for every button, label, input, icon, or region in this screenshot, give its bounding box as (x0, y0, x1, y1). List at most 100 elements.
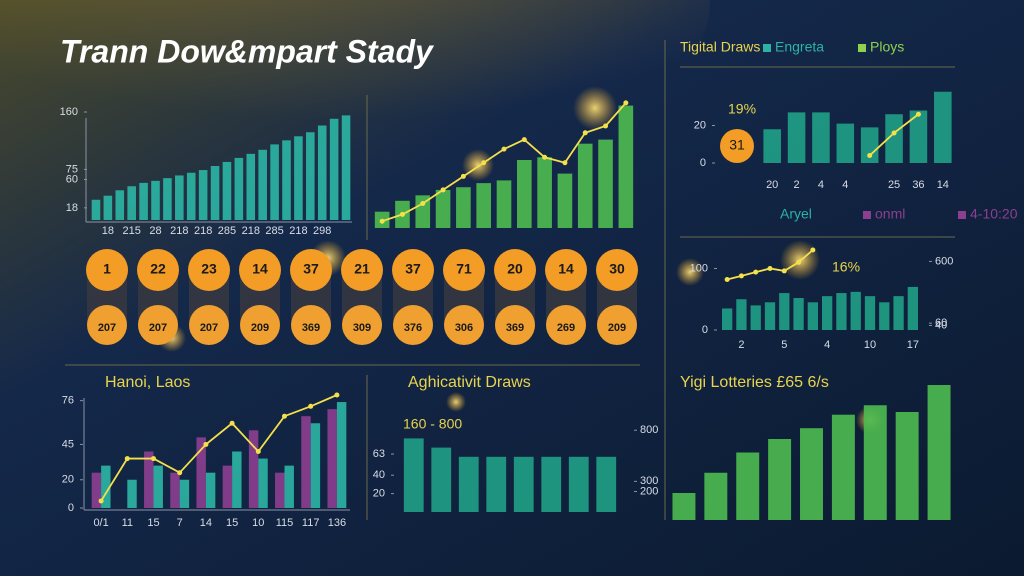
legend-swatch (858, 44, 866, 52)
bar (893, 296, 904, 330)
bar (779, 293, 790, 330)
bar (537, 157, 552, 228)
x-tick-label: 15 (147, 517, 159, 529)
bar (103, 195, 113, 220)
x-tick-label: 18 (102, 225, 114, 237)
bar (329, 118, 339, 220)
bar (800, 428, 823, 520)
bar (294, 136, 303, 220)
ball-code: 209 (251, 322, 269, 334)
bar (275, 472, 285, 508)
bar (618, 105, 634, 228)
y2-tick-label: 600 (935, 255, 953, 267)
bar (198, 170, 208, 220)
annotation: 160 - 800 (403, 416, 462, 432)
glow (573, 86, 617, 130)
bar (907, 286, 918, 330)
bar (836, 293, 847, 330)
bar (836, 123, 855, 163)
annotation: 19% (728, 101, 756, 117)
bar (101, 465, 111, 508)
bar (596, 456, 617, 512)
bar (222, 161, 232, 220)
chart-title: Aghicativit Draws (408, 374, 531, 391)
bar (568, 456, 589, 512)
glow (676, 258, 704, 286)
bar (282, 140, 291, 220)
x-tick-label: 2 (738, 339, 744, 351)
ball (443, 249, 485, 291)
legend-label: Engreta (775, 39, 824, 55)
legend-label: 4-10:20 (970, 206, 1018, 222)
ball-number: 30 (609, 261, 625, 277)
x-tick-label: 0/1 (93, 517, 108, 529)
ball-code: 369 (506, 322, 524, 334)
bar (812, 112, 830, 163)
ball-code: 369 (302, 322, 320, 334)
x-tick-label: 4 (824, 339, 830, 351)
legend-label: Aryel (780, 206, 812, 222)
annotation: 16% (832, 259, 860, 275)
y2-tick-label: 200 (640, 485, 658, 497)
bar (205, 472, 216, 508)
y2-tick-label: 40 (935, 319, 947, 331)
ball-number: 37 (405, 261, 421, 277)
glow (446, 392, 466, 412)
ball (341, 249, 383, 291)
bar (115, 190, 125, 220)
bar (258, 458, 268, 508)
bar (317, 125, 327, 220)
y-tick-label: 0 (700, 157, 706, 169)
bar (435, 189, 451, 228)
bar (513, 456, 534, 512)
x-tick-label: 7 (177, 517, 183, 529)
ball-number: 20 (507, 261, 523, 277)
bar (234, 157, 244, 220)
y-tick-label: 20 (62, 474, 74, 486)
x-tick-label: 25 (888, 179, 900, 191)
bar (768, 439, 792, 520)
bar (557, 173, 573, 228)
ball (290, 249, 332, 291)
ball-number: 14 (558, 261, 574, 277)
bar (598, 139, 613, 228)
bar (144, 451, 154, 508)
ball (392, 249, 434, 291)
ball-code: 269 (557, 322, 575, 334)
x-tick-label: 218 (194, 225, 212, 237)
bar (763, 129, 781, 163)
ball (342, 305, 382, 345)
ball (596, 249, 638, 291)
annotation: 31 (729, 137, 745, 153)
ball-code: 209 (608, 322, 626, 334)
x-tick-label: 215 (123, 225, 141, 237)
ball (239, 249, 281, 291)
ball (138, 305, 178, 345)
ball-code: 207 (149, 322, 167, 334)
ball (240, 305, 280, 345)
legend-swatch (863, 211, 871, 219)
x-tick-label: 36 (912, 179, 924, 191)
bar (153, 465, 163, 508)
x-tick-label: 218 (242, 225, 260, 237)
bar (672, 493, 696, 520)
ball-code: 376 (404, 322, 422, 334)
y-tick-label: 20 (694, 119, 706, 131)
x-tick-label: 20 (766, 179, 778, 191)
bar (139, 182, 148, 220)
x-tick-label: 10 (252, 517, 264, 529)
bar (456, 187, 471, 228)
ball (495, 305, 535, 345)
x-tick-label: 4 (842, 179, 848, 191)
x-tick-label: 136 (328, 517, 346, 529)
y-tick-label: 45 (62, 438, 74, 450)
bar (306, 132, 315, 220)
bar (415, 195, 431, 228)
ball (86, 249, 128, 291)
ball (597, 305, 637, 345)
ball (189, 305, 229, 345)
ball-number: 14 (252, 261, 268, 277)
ball-number: 37 (303, 261, 319, 277)
bar (458, 456, 479, 512)
ball-number: 1 (103, 261, 111, 277)
